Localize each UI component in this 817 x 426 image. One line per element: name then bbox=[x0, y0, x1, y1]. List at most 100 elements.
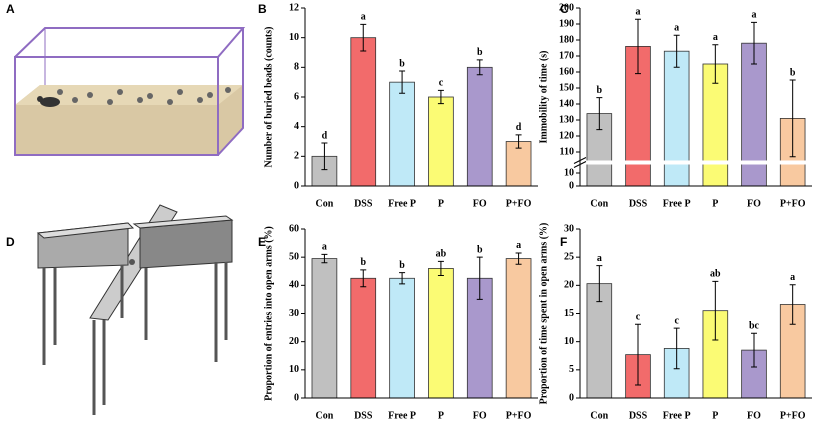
y-tick-label: 8 bbox=[294, 62, 299, 73]
panel-label: A bbox=[6, 2, 15, 16]
x-tick-label: Con bbox=[590, 198, 608, 209]
significance-letter: a bbox=[713, 32, 718, 43]
error-bar bbox=[399, 70, 406, 94]
x-tick-label: FO bbox=[473, 410, 487, 421]
significance-letter: d bbox=[516, 122, 522, 133]
error-bar bbox=[712, 280, 719, 341]
y-tick-label: 30 bbox=[289, 308, 299, 319]
y-axis-label: Number of buried beads (counts) bbox=[263, 27, 274, 168]
y-tick-label: 60 bbox=[289, 223, 299, 234]
x-tick-label: P bbox=[712, 410, 718, 421]
y-tick-label: 170 bbox=[559, 50, 574, 61]
significance-letter: bc bbox=[749, 321, 760, 332]
y-tick-label: 160 bbox=[559, 66, 574, 77]
error-bar bbox=[321, 253, 328, 264]
error-bar bbox=[476, 59, 483, 76]
x-tick-label: DSS bbox=[629, 198, 648, 209]
significance-letter: b bbox=[399, 260, 405, 271]
significance-letter: a bbox=[361, 12, 366, 23]
y-tick-label: 15 bbox=[564, 308, 574, 319]
panel-label: D bbox=[6, 235, 15, 249]
significance-letter: a bbox=[674, 22, 679, 33]
bar bbox=[428, 268, 454, 399]
significance-letter: b bbox=[597, 85, 603, 96]
cage-illustration bbox=[14, 27, 246, 156]
significance-letter: a bbox=[790, 272, 795, 283]
bar bbox=[428, 96, 454, 187]
y-tick-label: 5 bbox=[569, 364, 574, 375]
y-tick-label: 6 bbox=[294, 91, 299, 102]
significance-letter: a bbox=[752, 10, 757, 21]
bar bbox=[466, 66, 493, 187]
significance-letter: d bbox=[322, 130, 328, 141]
y-axis-label: Proportion of entries into open arms (%) bbox=[263, 226, 274, 401]
x-tick-label: Free P bbox=[388, 198, 416, 209]
error-bar bbox=[789, 79, 796, 158]
x-tick-label: DSS bbox=[354, 410, 373, 421]
x-tick-label: Con bbox=[590, 410, 608, 421]
y-tick-label: 150 bbox=[559, 82, 574, 93]
error-bar bbox=[596, 97, 603, 131]
significance-letter: b bbox=[477, 47, 483, 58]
y-axis-label: Proportion of time spent in open arms (%… bbox=[538, 223, 549, 405]
significance-letter: b bbox=[790, 67, 796, 78]
axes bbox=[579, 229, 812, 399]
panel-label: C bbox=[560, 2, 569, 16]
bar bbox=[741, 42, 767, 187]
significance-letter: a bbox=[636, 6, 641, 17]
significance-letter: ab bbox=[436, 249, 447, 260]
error-bar bbox=[635, 323, 641, 386]
y-tick-label: 0 bbox=[294, 392, 299, 403]
bar bbox=[311, 258, 338, 399]
significance-letter: ab bbox=[710, 269, 721, 280]
error-bar bbox=[673, 34, 680, 68]
error-bar bbox=[360, 23, 367, 52]
y-tick-label: 0 bbox=[569, 180, 574, 191]
axes bbox=[304, 8, 538, 187]
significance-letter: a bbox=[322, 242, 327, 253]
bar bbox=[702, 63, 729, 187]
y-tick-label: 12 bbox=[289, 2, 299, 13]
y-tick-label: 50 bbox=[289, 251, 299, 262]
error-bar bbox=[437, 260, 444, 276]
x-tick-label: DSS bbox=[629, 410, 648, 421]
y-tick-label: 180 bbox=[559, 34, 574, 45]
error-bar bbox=[596, 265, 603, 303]
axes bbox=[579, 8, 812, 187]
x-tick-label: DSS bbox=[354, 198, 373, 209]
x-tick-label: FO bbox=[473, 198, 487, 209]
y-tick-label: 40 bbox=[289, 280, 299, 291]
significance-letter: c bbox=[674, 315, 679, 326]
x-tick-label: P+FO bbox=[780, 410, 806, 421]
y-tick-label: 0 bbox=[294, 180, 299, 191]
bar bbox=[505, 258, 532, 399]
y-tick-label: 10 bbox=[564, 336, 574, 347]
significance-letter: c bbox=[636, 312, 641, 323]
y-tick-label: 20 bbox=[289, 336, 299, 347]
error-bar bbox=[751, 332, 757, 368]
error-bar bbox=[515, 134, 522, 149]
x-tick-label: Con bbox=[316, 410, 334, 421]
y-tick-label: 200 bbox=[559, 2, 574, 13]
y-tick-label: 190 bbox=[559, 18, 574, 29]
x-tick-label: FO bbox=[747, 198, 761, 209]
x-tick-label: P+FO bbox=[506, 410, 532, 421]
x-tick-label: Free P bbox=[663, 410, 691, 421]
error-bar bbox=[321, 142, 328, 171]
x-tick-label: Free P bbox=[663, 198, 691, 209]
error-bar bbox=[515, 252, 522, 265]
y-tick-label: 4 bbox=[294, 121, 299, 132]
error-bar bbox=[712, 44, 719, 84]
y-tick-label: 120 bbox=[559, 130, 574, 141]
error-bar bbox=[476, 256, 483, 300]
x-tick-label: P+FO bbox=[780, 198, 806, 209]
y-tick-label: 20 bbox=[564, 280, 574, 291]
x-tick-label: FO bbox=[747, 410, 761, 421]
significance-letter: b bbox=[477, 244, 483, 255]
axis-break bbox=[574, 160, 814, 165]
error-bar bbox=[789, 284, 796, 325]
bar bbox=[389, 277, 415, 399]
bar bbox=[505, 141, 532, 187]
bar bbox=[350, 277, 377, 399]
